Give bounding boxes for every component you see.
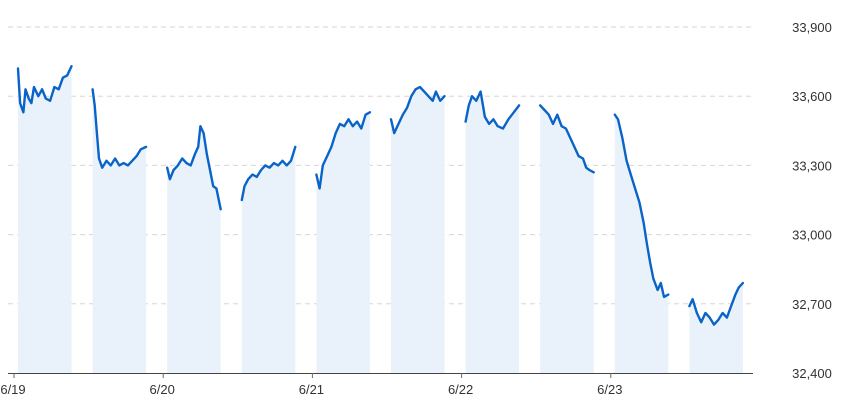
y-tick-label: 33,600	[792, 89, 832, 104]
session-price-line	[688, 281, 745, 326]
session-band	[167, 126, 221, 373]
session-price-line	[613, 113, 670, 299]
session-price-line	[166, 125, 222, 211]
session-price-line	[464, 90, 521, 130]
grid	[8, 26, 753, 305]
x-tick-label: 6/21	[299, 382, 324, 397]
y-tick-label: 33,300	[792, 158, 832, 173]
x-tick-label: 6/22	[448, 382, 473, 397]
session-price-line	[539, 104, 595, 174]
session-band	[92, 89, 147, 374]
session-band	[689, 283, 743, 373]
x-axis-labels: 6/19 6/20 6/21 6/22 6/23	[0, 382, 622, 397]
x-tick-label: 6/19	[0, 382, 25, 397]
session-price-line	[389, 85, 446, 135]
y-tick-label: 33,900	[792, 20, 832, 35]
session-band	[465, 91, 520, 373]
y-axis-labels: 33,900 33,600 33,300 33,000 32,700 32,400	[792, 20, 832, 381]
session-price-line	[240, 145, 297, 202]
session-price-line	[16, 65, 73, 114]
session-price-line	[91, 88, 148, 169]
session-price-line	[315, 111, 372, 190]
x-tick-label: 6/23	[597, 382, 622, 397]
x-tick-label: 6/20	[150, 382, 175, 397]
session-band	[391, 87, 445, 373]
y-tick-label: 32,700	[792, 297, 832, 312]
session-bands	[18, 66, 743, 374]
x-axis	[8, 373, 753, 378]
session-band	[614, 114, 669, 373]
y-tick-label: 33,000	[792, 228, 832, 243]
session-band	[241, 146, 296, 373]
price-series	[16, 65, 745, 326]
session-band	[18, 66, 72, 373]
y-tick-label: 32,400	[792, 366, 832, 381]
session-band	[540, 105, 594, 374]
session-band	[316, 112, 370, 374]
